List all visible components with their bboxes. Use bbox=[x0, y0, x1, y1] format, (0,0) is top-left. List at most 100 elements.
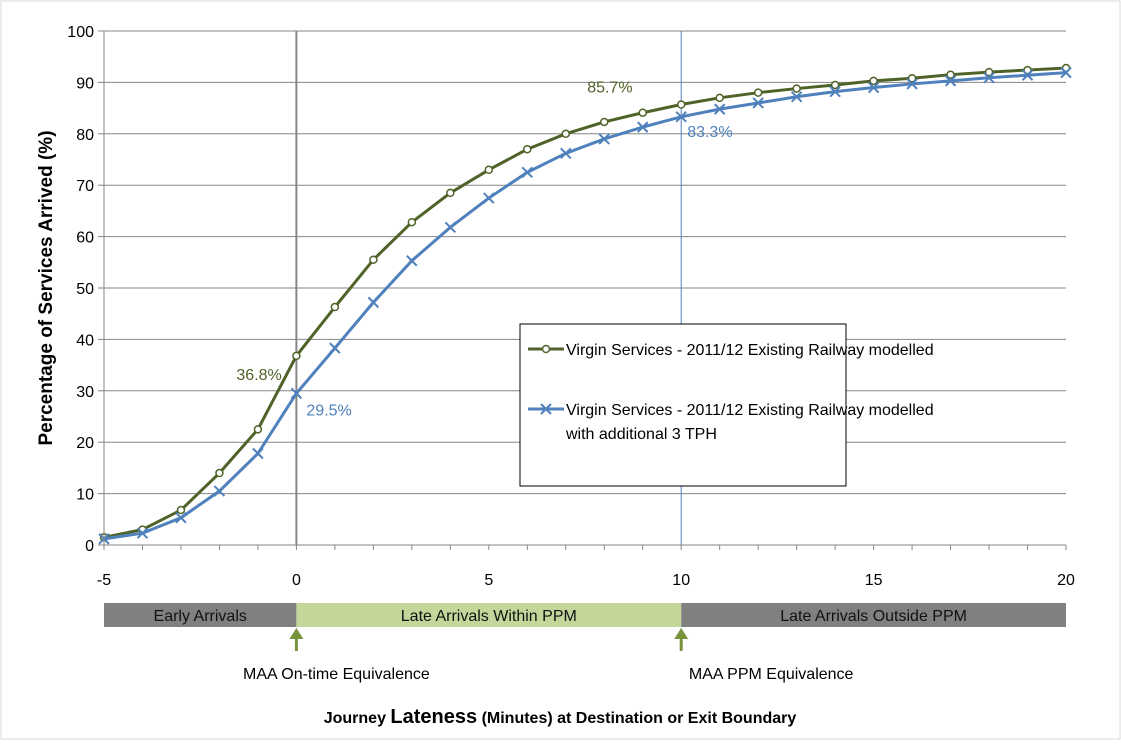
ytick-label-40: 40 bbox=[76, 332, 94, 349]
point-stroke bbox=[1021, 69, 1034, 81]
y-axis-title: Percentage of Services Arrived (%) bbox=[36, 130, 57, 445]
ytick-label-50: 50 bbox=[76, 281, 94, 298]
series-0-point bbox=[907, 74, 917, 83]
series-0-point bbox=[676, 100, 686, 109]
series-1-point bbox=[290, 387, 303, 400]
series-1-point bbox=[1021, 69, 1034, 81]
series-0-point bbox=[523, 144, 532, 154]
series-0-point bbox=[715, 93, 724, 103]
ytick-label-70: 70 bbox=[76, 178, 94, 195]
annotation-0: 36.8% bbox=[236, 367, 281, 384]
xtick-label-20: 20 bbox=[1057, 572, 1075, 589]
point-stroke bbox=[252, 447, 264, 460]
series-0-point bbox=[869, 76, 878, 86]
ytick-label-30: 30 bbox=[76, 384, 94, 401]
series-1-point bbox=[252, 447, 264, 460]
legend-entry-1-line1: Virgin Services - 2011/12 Existing Railw… bbox=[566, 402, 934, 419]
ytick-label-100: 100 bbox=[67, 24, 94, 41]
series-1-point bbox=[906, 78, 918, 90]
series-1-point bbox=[444, 221, 457, 234]
xtick-label-10: 10 bbox=[672, 572, 690, 589]
marker-label-0: MAA On-time Equivalence bbox=[243, 666, 430, 683]
series-0-point bbox=[984, 67, 994, 77]
point-stroke bbox=[175, 512, 187, 524]
point-stroke bbox=[867, 81, 880, 94]
ytick-label-10: 10 bbox=[76, 487, 94, 504]
series-1-point bbox=[367, 296, 380, 309]
xtick-label-15: 15 bbox=[865, 572, 883, 589]
series-0-point bbox=[484, 165, 494, 175]
series-1-point bbox=[406, 255, 418, 267]
marker-arrow-head-0 bbox=[289, 628, 304, 639]
annotation-3: 83.3% bbox=[687, 124, 732, 141]
series-1-point bbox=[1060, 66, 1072, 79]
band-label-2: Late Arrivals Outside PPM bbox=[780, 608, 967, 625]
series-0-point bbox=[599, 117, 609, 127]
series-0-point bbox=[253, 425, 263, 434]
series-1-point bbox=[598, 133, 610, 145]
series-0-point bbox=[292, 351, 301, 361]
band-1 bbox=[296, 603, 682, 627]
point-stroke bbox=[521, 166, 533, 179]
marker-label-1: MAA PPM Equivalence bbox=[689, 666, 854, 683]
point-stroke bbox=[906, 78, 918, 90]
series-line-0 bbox=[103, 66, 1067, 539]
point-stroke bbox=[136, 527, 149, 539]
point-stroke bbox=[983, 72, 995, 84]
point-stroke bbox=[829, 85, 841, 98]
point-stroke bbox=[1060, 66, 1072, 79]
x-axis-title: Journey Lateness (Minutes) at Destinatio… bbox=[324, 706, 797, 728]
ytick-label-90: 90 bbox=[76, 75, 94, 92]
series-1-point bbox=[829, 85, 841, 98]
series-1-point bbox=[983, 72, 995, 84]
point-stroke bbox=[944, 75, 957, 87]
legend-entry-0: Virgin Services - 2011/12 Existing Railw… bbox=[566, 342, 934, 359]
legend-box bbox=[519, 323, 847, 487]
annotation-1: 29.5% bbox=[306, 402, 351, 419]
point-stroke bbox=[329, 342, 341, 354]
series-1-point bbox=[213, 485, 226, 497]
series-0-point bbox=[215, 468, 224, 478]
annotation-layer: 36.8% 29.5% 85.7% 83.3% bbox=[236, 80, 732, 420]
band-label-1: Late Arrivals Within PPM bbox=[401, 608, 577, 625]
point-stroke bbox=[367, 296, 380, 309]
point-stroke bbox=[637, 121, 649, 133]
ytick-label-20: 20 bbox=[76, 435, 94, 452]
band-label-0: Early Arrivals bbox=[154, 608, 247, 625]
series-1-point bbox=[175, 512, 187, 524]
legend-entry-1-line2: with additional 3 TPH bbox=[565, 426, 717, 443]
series-1-point bbox=[752, 97, 764, 109]
series-1-point bbox=[560, 147, 572, 160]
xtick-label--5: -5 bbox=[97, 572, 111, 589]
point-stroke bbox=[598, 133, 610, 145]
point-stroke bbox=[713, 103, 726, 115]
point-stroke bbox=[444, 221, 457, 234]
xtick-label-5: 5 bbox=[484, 572, 493, 589]
band-layer: Early Arrivals Late Arrivals Within PPM La… bbox=[104, 603, 1066, 683]
legend-swatch-marker-0 bbox=[541, 344, 551, 354]
series-0-point bbox=[176, 505, 186, 515]
band-0 bbox=[104, 603, 297, 627]
series-0-point bbox=[1023, 65, 1032, 75]
series-0-point bbox=[446, 188, 455, 198]
point-stroke bbox=[790, 91, 803, 103]
marker-arrow-head-1 bbox=[674, 628, 689, 639]
series-1-point bbox=[483, 192, 495, 204]
series-1-point bbox=[329, 342, 341, 354]
ytick-label-80: 80 bbox=[76, 127, 94, 144]
series-0-point bbox=[369, 255, 378, 264]
series-0-point bbox=[830, 80, 840, 90]
point-stroke bbox=[213, 485, 226, 497]
series-1-point bbox=[637, 121, 649, 133]
series-0-point bbox=[946, 70, 955, 79]
series-0-point bbox=[330, 302, 340, 312]
series-0-point bbox=[638, 108, 647, 117]
series-0-point bbox=[792, 84, 801, 93]
series-1-point bbox=[713, 103, 726, 115]
series-1-point bbox=[867, 81, 880, 94]
legend-swatch-marker-1b bbox=[540, 403, 552, 415]
point-stroke bbox=[560, 147, 572, 160]
